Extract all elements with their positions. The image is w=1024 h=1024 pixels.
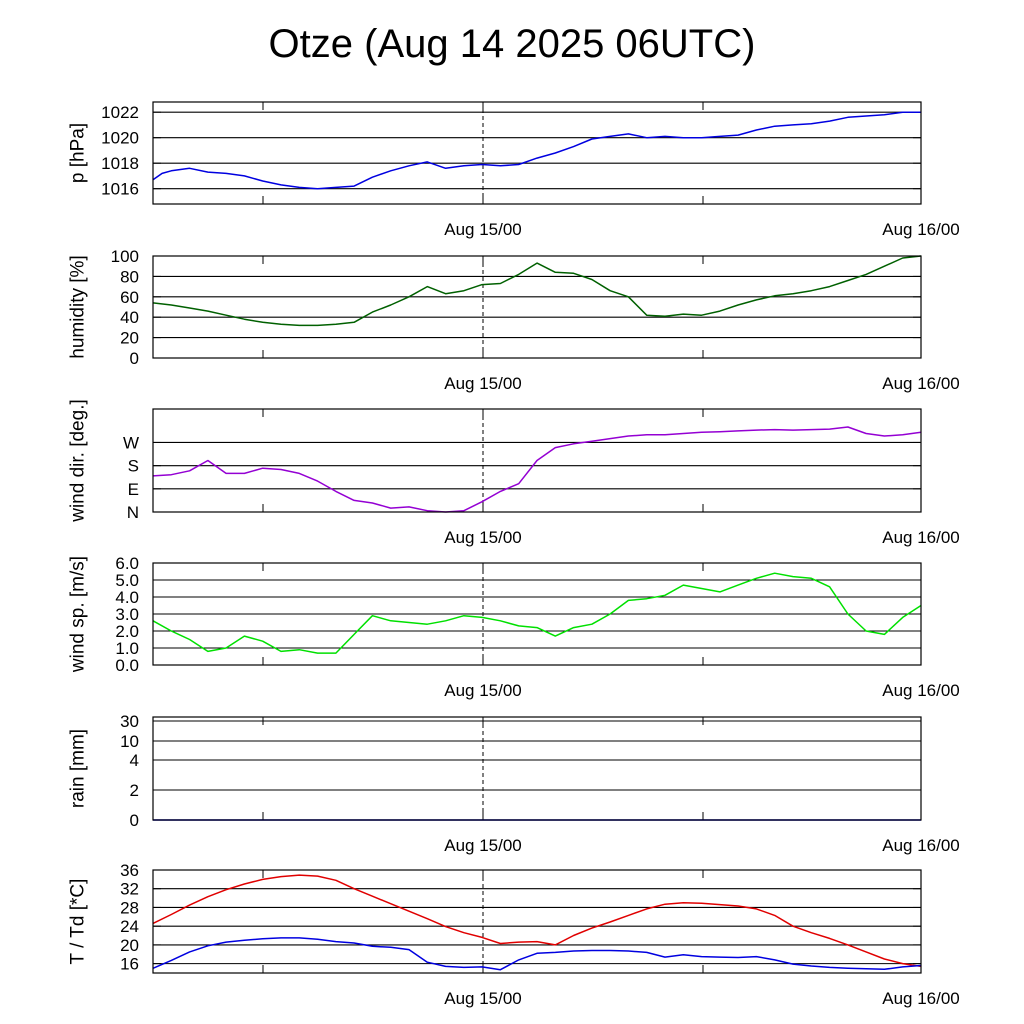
x-tick-label: Aug 15/00 [444,528,522,547]
plot-frame [152,562,922,666]
plot-frame [152,255,922,359]
x-tick-label: Aug 15/00 [444,374,522,393]
y-tick-label: 32 [120,880,139,899]
y-axis-label: T / Td [*C] [68,879,89,965]
y-tick-label: 20 [120,936,139,955]
x-tick-label: Aug 15/00 [444,220,522,239]
plot-frame [152,408,922,513]
plot-frame [152,101,922,205]
y-axis-label: wind dir. [deg.] [68,399,89,523]
plot-frame [152,716,922,821]
y-tick-label: 40 [120,308,139,327]
y-tick-label: 28 [120,898,139,917]
y-tick-label: 5.0 [115,571,139,590]
y-tick-label: 1018 [101,154,139,173]
y-axis-label: rain [mm] [68,729,89,808]
y-tick-label: 1.0 [115,639,139,658]
y-tick-label: N [127,503,139,522]
y-tick-label: 0.0 [115,656,139,675]
series-line [152,937,922,971]
y-tick-label: 10 [120,732,139,751]
y-tick-label: 2.0 [115,622,139,641]
series-line [152,255,922,327]
x-tick-label: Aug 16/00 [882,989,960,1008]
series-line [152,426,922,513]
x-tick-label: Aug 15/00 [444,836,522,855]
y-tick-label: W [123,433,139,452]
y-tick-label: 80 [120,267,139,286]
x-tick-label: Aug 15/00 [444,989,522,1008]
y-tick-label: 30 [120,712,139,731]
y-tick-label: 20 [120,329,139,348]
series-line [152,111,921,190]
y-axis-label: p [hPa] [68,123,89,183]
y-tick-label: 1016 [101,180,139,199]
y-tick-label: 6.0 [115,554,139,573]
series-line [152,572,922,654]
x-tick-label: Aug 16/00 [882,836,960,855]
plot-frame [152,869,922,974]
x-tick-label: Aug 16/00 [882,528,960,547]
y-tick-label: 0 [130,349,139,368]
y-tick-label: 4 [130,751,139,770]
y-axis-label: humidity [%] [68,255,89,358]
y-tick-label: 2 [130,781,139,800]
y-tick-label: 1022 [101,103,139,122]
series-line [152,874,922,968]
y-tick-label: 60 [120,288,139,307]
y-axis-label: wind sp. [m/s] [68,556,89,673]
y-tick-label: 100 [111,247,139,266]
y-tick-label: 24 [120,917,139,936]
y-tick-label: S [128,457,139,476]
y-tick-label: 3.0 [115,605,139,624]
y-tick-label: 16 [120,955,139,974]
x-tick-label: Aug 16/00 [882,220,960,239]
chart-title: Otze (Aug 14 2025 06UTC) [268,22,756,66]
x-tick-label: Aug 16/00 [882,374,960,393]
y-tick-label: 0 [130,811,139,830]
y-tick-label: 36 [120,861,139,880]
y-tick-label: 1020 [101,129,139,148]
y-tick-label: E [128,480,139,499]
x-tick-label: Aug 15/00 [444,681,522,700]
y-tick-label: 4.0 [115,588,139,607]
x-tick-label: Aug 16/00 [882,681,960,700]
